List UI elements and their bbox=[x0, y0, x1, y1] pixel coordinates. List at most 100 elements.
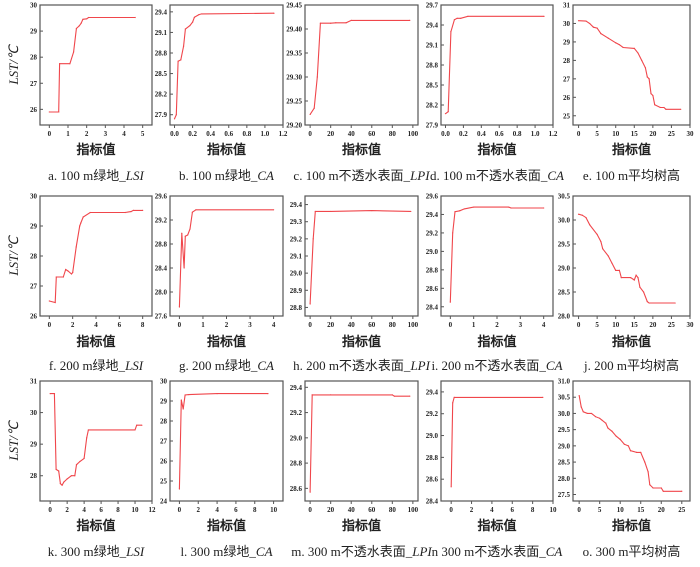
y-axis-label-row1: LST/℃ bbox=[6, 44, 21, 86]
caption-text: i. 200 m不透水表面_ bbox=[431, 358, 546, 373]
x-tick-label: 0.4 bbox=[477, 130, 486, 138]
y-tick-label: 29.0 bbox=[426, 432, 439, 440]
x-tick-label: 40 bbox=[348, 506, 356, 514]
x-tick-label: 1.0 bbox=[531, 130, 540, 138]
y-tick-label: 29.6 bbox=[426, 193, 439, 201]
data-point bbox=[80, 222, 82, 224]
plot-frame bbox=[39, 195, 153, 317]
y-tick-label: 30 bbox=[30, 409, 38, 417]
y-tick-label: 28 bbox=[30, 472, 38, 480]
x-axis-label: 指标值 bbox=[76, 518, 115, 533]
y-tick-label: 29.4 bbox=[426, 211, 439, 219]
data-point bbox=[633, 47, 635, 49]
x-axis-label: 指标值 bbox=[76, 142, 115, 157]
data-point bbox=[130, 211, 132, 213]
caption-italic: CA bbox=[547, 168, 564, 183]
data-point bbox=[646, 76, 648, 78]
data-point bbox=[463, 208, 465, 210]
x-tick-label: 80 bbox=[389, 321, 397, 329]
chart-panel-k: 28 29 30 31 0 2 4 6 8 10 12 指标值 k. 300 m绿地_LSI bbox=[30, 378, 156, 560]
data-point bbox=[674, 302, 676, 304]
x-tick-label: 4 bbox=[215, 506, 219, 514]
y-tick-label: 28.4 bbox=[426, 303, 439, 311]
x-tick-label: 5 bbox=[598, 506, 602, 514]
data-point bbox=[590, 412, 593, 415]
y-tick-label: 26 bbox=[30, 313, 38, 321]
x-tick-label: 4 bbox=[490, 506, 494, 514]
data-point bbox=[410, 210, 412, 213]
y-tick-label: 28.0 bbox=[558, 475, 571, 483]
data-point bbox=[589, 224, 591, 226]
y-tick-label: 28.8 bbox=[155, 241, 168, 249]
series-line bbox=[578, 213, 676, 304]
y-tick-label: 29.25 bbox=[286, 98, 302, 106]
y-tick-label: 27.5 bbox=[558, 491, 571, 499]
plot-frame bbox=[440, 380, 554, 502]
data-point bbox=[330, 22, 332, 24]
data-point bbox=[652, 94, 654, 97]
plot-frame bbox=[169, 195, 284, 317]
panel-caption: e. 100 m平均树高 bbox=[583, 168, 680, 183]
data-point bbox=[665, 108, 667, 110]
data-point bbox=[178, 306, 181, 308]
data-point bbox=[87, 16, 90, 19]
data-point bbox=[450, 486, 452, 488]
data-point bbox=[184, 235, 186, 237]
data-point bbox=[607, 37, 609, 39]
y-tick-label: 29.40 bbox=[286, 26, 302, 34]
data-point bbox=[371, 209, 373, 212]
x-axis-label: 指标值 bbox=[207, 518, 246, 533]
y-tick-label: 27 bbox=[160, 438, 168, 446]
data-point bbox=[393, 395, 395, 397]
panel-caption: a. 100 m绿地_LSI bbox=[48, 168, 144, 183]
caption-italic: CA bbox=[257, 358, 274, 373]
panel-caption: j. 200 m平均树高 bbox=[583, 358, 679, 373]
plot-frame bbox=[304, 4, 419, 126]
data-point bbox=[592, 26, 595, 28]
y-tick-label: 25 bbox=[160, 478, 168, 486]
data-point bbox=[63, 481, 65, 483]
plot-frame bbox=[440, 4, 554, 126]
data-point bbox=[508, 206, 510, 208]
data-point bbox=[459, 210, 461, 212]
data-point bbox=[596, 233, 598, 235]
data-point bbox=[177, 60, 179, 62]
x-axis-label: 指标值 bbox=[207, 142, 246, 157]
y-tick-label: 28.4 bbox=[426, 498, 439, 506]
x-tick-label: 0 bbox=[308, 506, 312, 514]
data-point bbox=[86, 437, 88, 439]
data-point bbox=[453, 19, 456, 21]
data-point bbox=[187, 234, 189, 236]
data-point bbox=[142, 209, 144, 211]
data-point bbox=[70, 475, 72, 477]
x-tick-label: 5 bbox=[595, 321, 599, 329]
y-tick-label: 28.0 bbox=[155, 289, 168, 297]
y-tick-label: 28.8 bbox=[426, 454, 439, 462]
series-line bbox=[450, 396, 543, 487]
x-tick-label: 15 bbox=[637, 506, 645, 514]
y-tick-label: 29.2 bbox=[426, 229, 439, 237]
data-point bbox=[345, 22, 347, 24]
x-axis-label: 指标值 bbox=[342, 518, 381, 533]
y-tick-label: 31 bbox=[563, 2, 571, 10]
x-tick-label: 25 bbox=[668, 321, 676, 329]
caption-text: l. 300 m绿地_ bbox=[180, 544, 256, 559]
data-point bbox=[67, 270, 69, 272]
x-tick-label: 6 bbox=[118, 321, 122, 329]
x-tick-label: 6 bbox=[511, 506, 515, 514]
series-line bbox=[309, 19, 410, 115]
data-point bbox=[644, 67, 647, 69]
y-tick-label: 29.3 bbox=[290, 218, 303, 226]
y-tick-label: 30 bbox=[30, 2, 38, 10]
x-tick-label: 1.2 bbox=[279, 130, 288, 138]
x-tick-label: 4 bbox=[94, 321, 98, 329]
y-tick-label: 28 bbox=[30, 253, 38, 261]
panel-caption: c. 100 m不透水表面_LPI bbox=[293, 168, 430, 183]
data-point bbox=[74, 475, 76, 477]
x-tick-label: 0.0 bbox=[441, 130, 450, 138]
chart-panel-c: 29.20 29.25 29.30 29.35 29.40 29.45 0 20 40 60 80 1… bbox=[286, 2, 430, 184]
data-point bbox=[447, 111, 449, 113]
x-axis-label: 指标值 bbox=[342, 142, 381, 157]
data-point bbox=[622, 46, 624, 49]
data-point bbox=[82, 18, 84, 20]
